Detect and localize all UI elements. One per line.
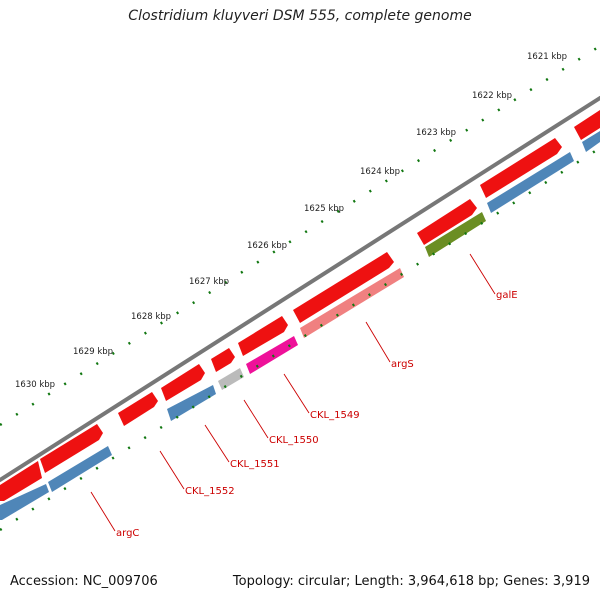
genome-backbone: [0, 96, 600, 482]
scale-label-1626: 1626 kbp: [247, 241, 287, 251]
accession-text: Accession: NC_009706: [10, 574, 158, 589]
inner-scale-track: [0, 146, 600, 532]
forward-genes: [0, 110, 600, 501]
scale-label-1624: 1624 kbp: [360, 167, 400, 177]
gene-forward: [161, 364, 205, 401]
gene-reverse-pink: [300, 268, 404, 338]
gene-reverse-gray: [218, 368, 244, 390]
label-leaders: [90, 253, 496, 532]
gene-forward: [417, 199, 477, 245]
scale-label-1628: 1628 kbp: [131, 312, 171, 322]
scale-label-1629: 1629 kbp: [73, 347, 113, 357]
gene-forward: [211, 348, 235, 372]
gene-forward: [0, 461, 42, 501]
gene-forward: [40, 424, 103, 473]
gene-labels: galE argS CKL_1549 CKL_1550 CKL_1551 CKL…: [116, 290, 518, 539]
gene-reverse-magenta: [246, 336, 298, 374]
gene-label-ckl-1551: CKL_1551: [230, 459, 280, 470]
scale-label-1623: 1623 kbp: [416, 128, 456, 138]
gene-reverse: [167, 385, 216, 421]
scale-label-1625: 1625 kbp: [304, 204, 344, 214]
scale-label-1621: 1621 kbp: [527, 52, 567, 62]
gene-label-ckl-1552: CKL_1552: [185, 486, 235, 497]
gene-label-ckl-1549: CKL_1549: [310, 410, 360, 421]
gene-reverse: [582, 131, 600, 152]
gene-label-ckl-1550: CKL_1550: [269, 435, 319, 446]
scale-labels: 1621 kbp 1622 kbp 1623 kbp 1624 kbp 1625…: [15, 52, 567, 390]
genome-stats-text: Topology: circular; Length: 3,964,618 bp…: [232, 574, 590, 589]
gene-forward: [118, 392, 158, 426]
gene-forward: [574, 110, 600, 140]
scale-label-1630: 1630 kbp: [15, 380, 55, 390]
gene-label-gale: galE: [496, 290, 518, 301]
gene-reverse: [48, 446, 112, 492]
gene-forward: [238, 316, 288, 356]
scale-label-1622: 1622 kbp: [472, 91, 512, 101]
scale-label-1627: 1627 kbp: [189, 277, 229, 287]
gene-forward: [480, 138, 562, 198]
gene-reverse-olive: [425, 212, 486, 257]
gene-label-argc: argC: [116, 528, 139, 539]
outer-scale-track: [0, 44, 600, 427]
reverse-genes: [0, 131, 600, 520]
map-title: Clostridium kluyveri DSM 555, complete g…: [128, 8, 472, 24]
gene-reverse: [487, 152, 574, 213]
gene-label-args: argS: [391, 359, 414, 370]
gene-reverse: [0, 484, 49, 520]
gene-forward: [293, 252, 394, 323]
